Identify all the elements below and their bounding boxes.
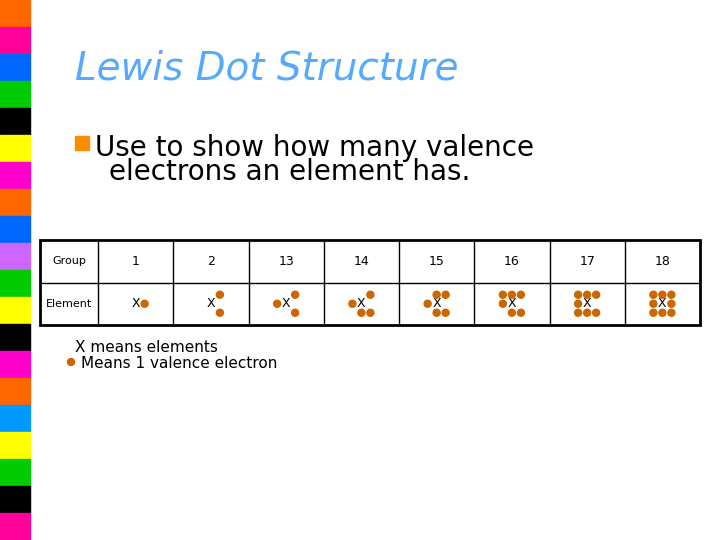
Circle shape xyxy=(358,309,365,316)
Bar xyxy=(0,405,30,432)
Circle shape xyxy=(424,300,431,307)
Text: X: X xyxy=(658,297,667,310)
Bar xyxy=(0,81,30,108)
Text: 16: 16 xyxy=(504,255,520,268)
Bar xyxy=(0,189,30,216)
Bar xyxy=(0,135,30,162)
Text: X: X xyxy=(432,297,441,310)
Circle shape xyxy=(367,291,374,298)
Circle shape xyxy=(518,309,524,316)
Circle shape xyxy=(292,291,299,298)
Bar xyxy=(0,432,30,459)
Text: 17: 17 xyxy=(579,255,595,268)
Bar xyxy=(0,216,30,243)
Circle shape xyxy=(668,300,675,307)
Circle shape xyxy=(584,291,590,298)
Text: X: X xyxy=(357,297,366,310)
Circle shape xyxy=(508,291,516,298)
Text: X: X xyxy=(282,297,290,310)
Bar xyxy=(0,324,30,351)
Circle shape xyxy=(217,291,223,298)
Text: X: X xyxy=(582,297,591,310)
Circle shape xyxy=(518,291,524,298)
Text: Use to show how many valence: Use to show how many valence xyxy=(95,134,534,162)
Text: X: X xyxy=(508,297,516,310)
Text: Element: Element xyxy=(46,299,92,309)
Text: 13: 13 xyxy=(278,255,294,268)
Circle shape xyxy=(442,291,449,298)
Bar xyxy=(0,270,30,297)
Circle shape xyxy=(217,309,223,316)
Bar xyxy=(0,486,30,513)
Text: Lewis Dot Structure: Lewis Dot Structure xyxy=(75,50,459,88)
Circle shape xyxy=(349,300,356,307)
Text: 18: 18 xyxy=(654,255,670,268)
Circle shape xyxy=(500,291,506,298)
Circle shape xyxy=(575,309,582,316)
Circle shape xyxy=(500,300,506,307)
Circle shape xyxy=(668,291,675,298)
Circle shape xyxy=(650,291,657,298)
Circle shape xyxy=(575,291,582,298)
Text: 2: 2 xyxy=(207,255,215,268)
Circle shape xyxy=(274,300,281,307)
Text: 15: 15 xyxy=(428,255,444,268)
Bar xyxy=(0,378,30,405)
Circle shape xyxy=(367,309,374,316)
Circle shape xyxy=(650,300,657,307)
Bar xyxy=(0,459,30,486)
Bar xyxy=(0,0,30,27)
Text: electrons an element has.: electrons an element has. xyxy=(109,158,470,186)
Bar xyxy=(0,108,30,135)
Text: X: X xyxy=(131,297,140,310)
Bar xyxy=(0,243,30,270)
Circle shape xyxy=(141,300,148,307)
Bar xyxy=(0,351,30,378)
Circle shape xyxy=(68,359,74,366)
Text: Means 1 valence electron: Means 1 valence electron xyxy=(81,356,277,371)
Circle shape xyxy=(650,309,657,316)
Circle shape xyxy=(442,309,449,316)
Text: 1: 1 xyxy=(132,255,140,268)
Bar xyxy=(0,54,30,81)
Circle shape xyxy=(508,309,516,316)
Circle shape xyxy=(668,309,675,316)
Circle shape xyxy=(659,291,666,298)
Circle shape xyxy=(292,309,299,316)
Circle shape xyxy=(433,291,440,298)
Circle shape xyxy=(593,291,600,298)
Text: Group: Group xyxy=(52,256,86,266)
Circle shape xyxy=(575,300,582,307)
Bar xyxy=(0,297,30,324)
Circle shape xyxy=(584,309,590,316)
Circle shape xyxy=(659,309,666,316)
Circle shape xyxy=(433,309,440,316)
Bar xyxy=(40,240,700,325)
Bar xyxy=(75,136,89,150)
Text: 14: 14 xyxy=(354,255,369,268)
Text: X: X xyxy=(207,297,215,310)
Bar xyxy=(0,162,30,189)
Circle shape xyxy=(593,309,600,316)
Bar xyxy=(0,513,30,540)
Text: X means elements: X means elements xyxy=(75,340,218,355)
Bar xyxy=(0,27,30,54)
